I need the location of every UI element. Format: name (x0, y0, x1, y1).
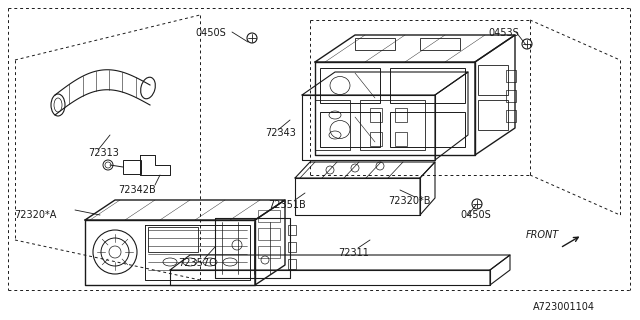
Bar (288, 259, 296, 269)
Bar (320, 112, 380, 147)
Bar (478, 65, 508, 95)
Bar (288, 225, 296, 235)
Bar (420, 38, 460, 50)
Bar (315, 100, 350, 150)
Bar (395, 108, 407, 122)
Text: 0450S: 0450S (460, 210, 491, 220)
Text: 72320*A: 72320*A (14, 210, 56, 220)
Text: 72320*B: 72320*B (388, 196, 431, 206)
Text: 72313: 72313 (88, 148, 119, 158)
Bar (390, 112, 465, 147)
Bar (320, 68, 380, 103)
Bar (370, 108, 382, 122)
Bar (148, 227, 198, 252)
Text: 0453S: 0453S (488, 28, 519, 38)
Bar (395, 132, 407, 146)
Text: 72311: 72311 (338, 248, 369, 258)
Bar (478, 100, 508, 130)
Circle shape (109, 246, 121, 258)
Bar (123, 160, 141, 174)
Bar (390, 68, 465, 103)
Bar (506, 70, 516, 82)
Bar (258, 210, 280, 222)
Text: 72343: 72343 (265, 128, 296, 138)
Bar (288, 242, 296, 252)
Bar (258, 246, 280, 258)
Bar (258, 228, 280, 240)
Text: 72357C: 72357C (178, 258, 216, 268)
Text: A723001104: A723001104 (533, 302, 595, 312)
Bar (506, 110, 516, 122)
Text: 72351B: 72351B (268, 200, 306, 210)
Text: 72342B: 72342B (118, 185, 156, 195)
Bar (355, 38, 395, 50)
Bar (506, 90, 516, 102)
Text: 0450S: 0450S (195, 28, 226, 38)
Text: FRONT: FRONT (526, 230, 559, 240)
Bar (360, 100, 425, 150)
Bar (370, 132, 382, 146)
